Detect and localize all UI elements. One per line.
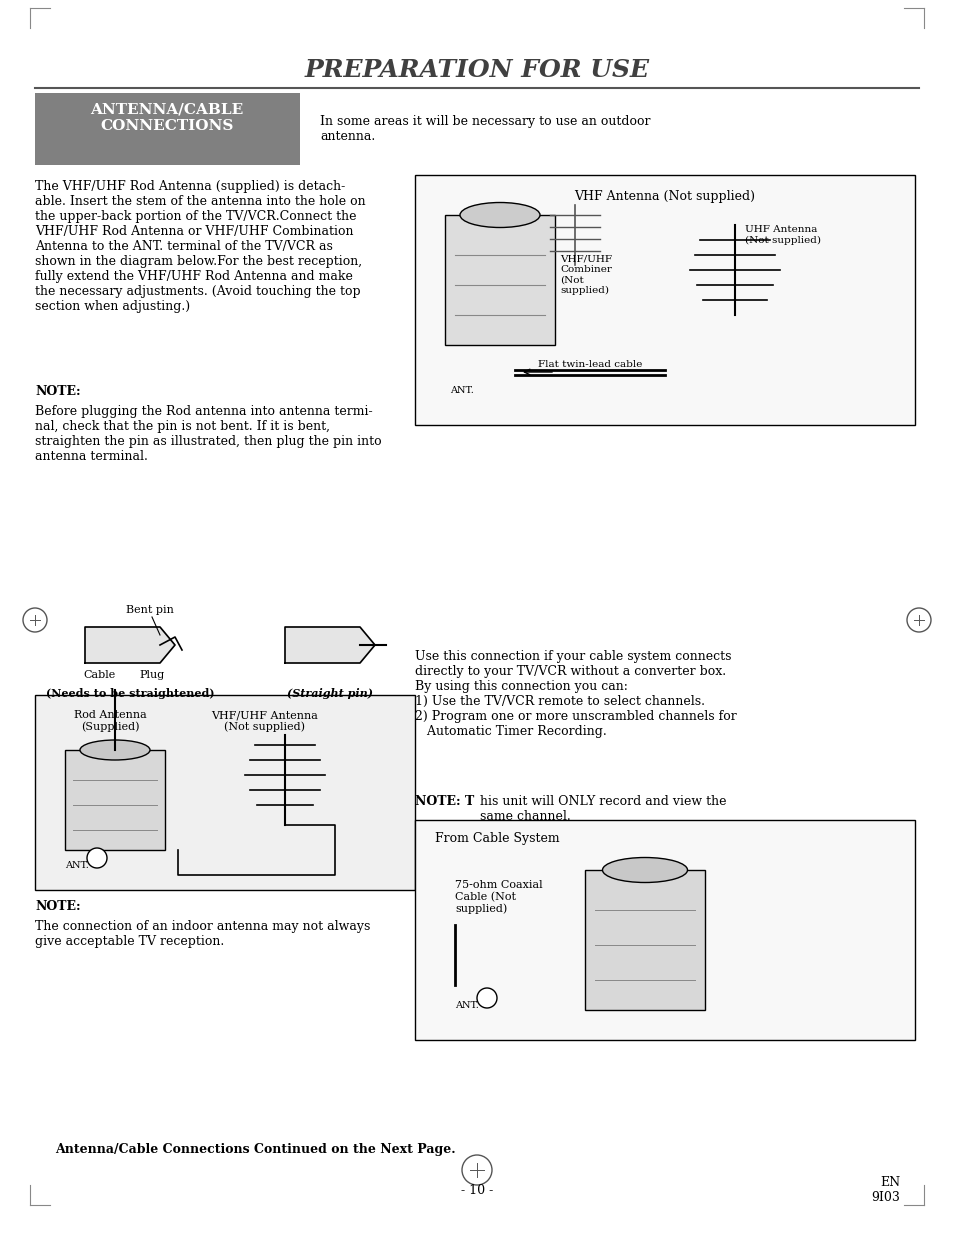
Bar (584, 869, 704, 1010)
Text: VHF/UHF
Combiner
(Not
supplied): VHF/UHF Combiner (Not supplied) (559, 254, 612, 295)
Text: The VHF/UHF Rod Antenna (supplied) is detach-
able. Insert the stem of the anten: The VHF/UHF Rod Antenna (supplied) is de… (35, 180, 365, 312)
Text: From Cable System: From Cable System (435, 832, 559, 845)
Ellipse shape (602, 857, 687, 883)
Text: VHF Antenna (Not supplied): VHF Antenna (Not supplied) (574, 190, 755, 203)
Ellipse shape (80, 740, 150, 760)
Bar (415, 175, 914, 425)
FancyBboxPatch shape (35, 93, 299, 165)
Bar (65, 750, 165, 850)
Text: PREPARATION FOR USE: PREPARATION FOR USE (304, 58, 649, 82)
Text: (Needs to be straightened): (Needs to be straightened) (46, 688, 214, 699)
Text: Cable: Cable (84, 671, 116, 680)
Text: - 10 -: - 10 - (460, 1183, 493, 1197)
Ellipse shape (459, 203, 539, 227)
Circle shape (476, 988, 497, 1008)
Text: Plug: Plug (139, 671, 165, 680)
Circle shape (906, 608, 930, 632)
Text: The connection of an indoor antenna may not always
give acceptable TV reception.: The connection of an indoor antenna may … (35, 920, 370, 948)
Text: (Straight pin): (Straight pin) (287, 688, 373, 699)
Text: VHF/UHF Antenna
(Not supplied): VHF/UHF Antenna (Not supplied) (212, 710, 318, 732)
Text: Before plugging the Rod antenna into antenna termi-
nal, check that the pin is n: Before plugging the Rod antenna into ant… (35, 405, 381, 463)
Text: Bent pin: Bent pin (126, 605, 173, 615)
Polygon shape (85, 627, 174, 663)
Text: NOTE:: NOTE: (35, 385, 81, 398)
Bar (35, 695, 415, 890)
Text: Rod Antenna
(Supplied): Rod Antenna (Supplied) (73, 710, 146, 732)
Text: In some areas it will be necessary to use an outdoor
antenna.: In some areas it will be necessary to us… (319, 115, 650, 143)
Circle shape (461, 1155, 492, 1186)
Text: NOTE: T: NOTE: T (415, 795, 474, 808)
Circle shape (23, 608, 47, 632)
Text: ANTENNA/CABLE
CONNECTIONS: ANTENNA/CABLE CONNECTIONS (91, 103, 243, 133)
Text: Antenna/Cable Connections Continued on the Next Page.: Antenna/Cable Connections Continued on t… (55, 1144, 456, 1156)
Text: his unit will ONLY record and view the
same channel.: his unit will ONLY record and view the s… (479, 795, 726, 823)
Text: EN
9I03: EN 9I03 (870, 1176, 899, 1204)
Text: Flat twin-lead cable: Flat twin-lead cable (537, 359, 641, 369)
Text: NOTE:: NOTE: (35, 900, 81, 913)
Text: 75-ohm Coaxial
Cable (Not
supplied): 75-ohm Coaxial Cable (Not supplied) (455, 881, 542, 914)
Text: ANT.: ANT. (65, 861, 89, 869)
Text: Use this connection if your cable system connects
directly to your TV/VCR withou: Use this connection if your cable system… (415, 650, 736, 739)
Polygon shape (285, 627, 375, 663)
Text: ANT.: ANT. (455, 1000, 478, 1009)
Text: UHF Antenna
(Not supplied): UHF Antenna (Not supplied) (744, 225, 821, 245)
Bar (415, 820, 914, 1040)
Bar (444, 215, 555, 345)
Text: ANT.: ANT. (450, 385, 474, 394)
Circle shape (87, 848, 107, 868)
